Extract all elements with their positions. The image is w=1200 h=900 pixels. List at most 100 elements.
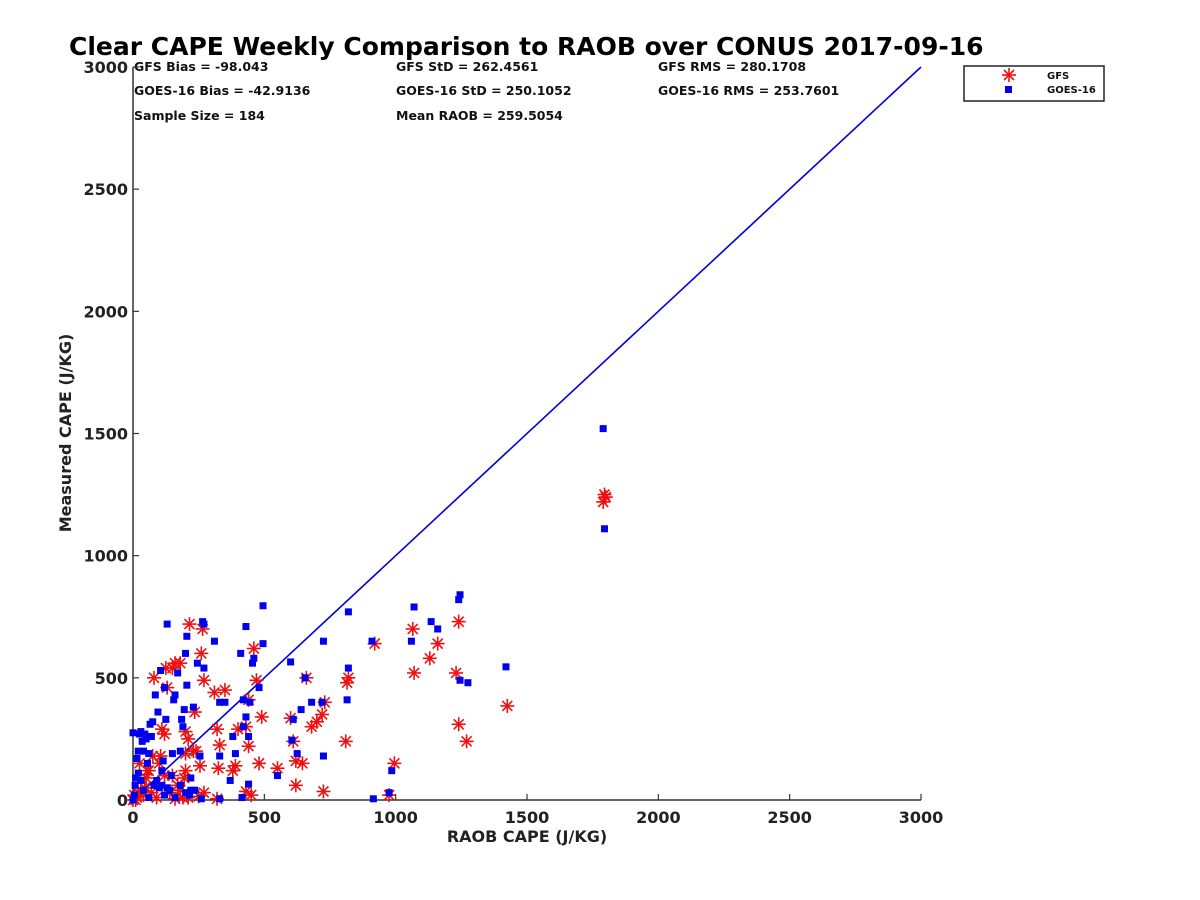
goes16-point <box>410 603 418 611</box>
y-tick-label: 1500 <box>83 425 128 444</box>
x-tick-label: 3000 <box>899 808 944 827</box>
goes16-point <box>388 767 396 775</box>
goes16-point <box>210 637 218 645</box>
goes16-point <box>131 781 139 789</box>
one-to-one-reference-line <box>132 66 922 801</box>
goes16-point <box>297 706 305 714</box>
goes16-point <box>301 674 309 682</box>
gfs-point <box>212 738 227 753</box>
goes16-point <box>130 791 138 799</box>
goes16-point <box>200 664 208 672</box>
annotation-goes-std: GOES-16 StD = 250.1052 <box>396 83 572 98</box>
goes16-point <box>136 730 144 738</box>
gfs-point <box>147 670 162 685</box>
goes16-point <box>319 637 327 645</box>
goes16-point <box>187 774 195 782</box>
annotation-mean-raob: Mean RAOB = 259.5054 <box>396 108 563 123</box>
legend: GFS GOES-16 <box>963 65 1105 102</box>
gfs-point <box>252 756 267 771</box>
goes16-point <box>259 640 267 648</box>
y-tick-label: 500 <box>95 669 128 688</box>
goes16-point <box>162 715 170 723</box>
goes16-point <box>259 602 267 610</box>
goes16-point <box>134 769 142 777</box>
chart-title: Clear CAPE Weekly Comparison to RAOB ove… <box>69 32 984 61</box>
goes16-point <box>216 752 224 760</box>
legend-label-goes16: GOES-16 <box>1047 85 1096 96</box>
goes16-point <box>369 795 377 803</box>
annotation-gfs-std: GFS StD = 262.4561 <box>396 59 538 74</box>
goes16-point <box>171 691 179 699</box>
x-tick-label: 1500 <box>505 808 550 827</box>
gfs-point <box>598 490 613 505</box>
gfs-point <box>238 784 253 799</box>
goes16-point <box>189 703 197 711</box>
gfs-point <box>182 617 197 632</box>
goes16-point <box>140 747 148 755</box>
goes16-point <box>464 679 472 687</box>
y-axis-ticks: 0 500 1000 1500 2000 2500 3000 <box>83 58 139 810</box>
goes16-point <box>134 747 142 755</box>
goes16-point <box>163 620 171 628</box>
goes16-point <box>179 723 187 731</box>
legend-box <box>963 65 1105 102</box>
gfs-point <box>449 665 464 680</box>
goes16-point <box>407 637 415 645</box>
goes16-point <box>129 796 137 804</box>
goes16-point <box>158 781 166 789</box>
goes16-point <box>343 696 351 704</box>
gfs-point <box>207 685 222 700</box>
gfs-point <box>196 673 211 688</box>
goes16-point <box>167 772 175 780</box>
goes16-point <box>132 774 140 782</box>
goes16-point <box>187 786 195 794</box>
gfs-point <box>451 717 466 732</box>
legend-goes16-marker <box>1005 86 1012 93</box>
goes16-point <box>226 776 234 784</box>
goes16-point <box>344 664 352 672</box>
x-axis-label: RAOB CAPE (J/KG) <box>447 827 607 846</box>
goes16-point <box>178 715 186 723</box>
gfs-point <box>154 722 169 737</box>
gfs-point <box>246 641 261 656</box>
y-tick-label: 3000 <box>83 58 128 77</box>
goes16-point <box>176 747 184 755</box>
goes16-point <box>129 729 137 737</box>
goes16-point <box>599 425 607 433</box>
gfs-point <box>288 778 303 793</box>
goes16-point <box>197 795 205 803</box>
goes16-point <box>216 698 224 706</box>
y-tick-label: 0 <box>117 791 128 810</box>
annotation-gfs-bias: GFS Bias = -98.043 <box>134 59 268 74</box>
x-axis-ticks: 0 500 1000 1500 2000 2500 3000 <box>127 794 943 827</box>
goes16-point <box>434 625 442 633</box>
goes16-point <box>170 696 178 704</box>
goes16-point <box>151 691 159 699</box>
goes16-point <box>455 596 463 604</box>
goes16-point <box>161 684 169 692</box>
goes16-point <box>344 608 352 616</box>
legend-label-gfs: GFS <box>1047 71 1069 82</box>
goes16-point <box>145 750 153 758</box>
goes16-point <box>318 698 326 706</box>
gfs-point <box>315 707 330 722</box>
gfs-point <box>178 763 193 778</box>
goes16-point <box>246 698 254 706</box>
gfs-point <box>187 705 202 720</box>
goes16-point <box>456 676 464 684</box>
gfs-point <box>210 722 225 737</box>
gfs-point <box>211 761 226 776</box>
goes16-point <box>143 759 151 767</box>
goes16-point <box>157 667 165 675</box>
gfs-point <box>405 621 420 636</box>
goes16-point <box>176 781 184 789</box>
gfs-point <box>316 784 331 799</box>
y-axis-label: Measured CAPE (J/KG) <box>56 334 75 533</box>
y-tick-label: 2000 <box>83 302 128 321</box>
goes16-point <box>308 698 316 706</box>
goes16-point <box>242 713 250 721</box>
gfs-point <box>254 709 269 724</box>
goes16-point <box>141 730 149 738</box>
goes16-point <box>242 623 250 631</box>
goes16-point <box>255 684 263 692</box>
